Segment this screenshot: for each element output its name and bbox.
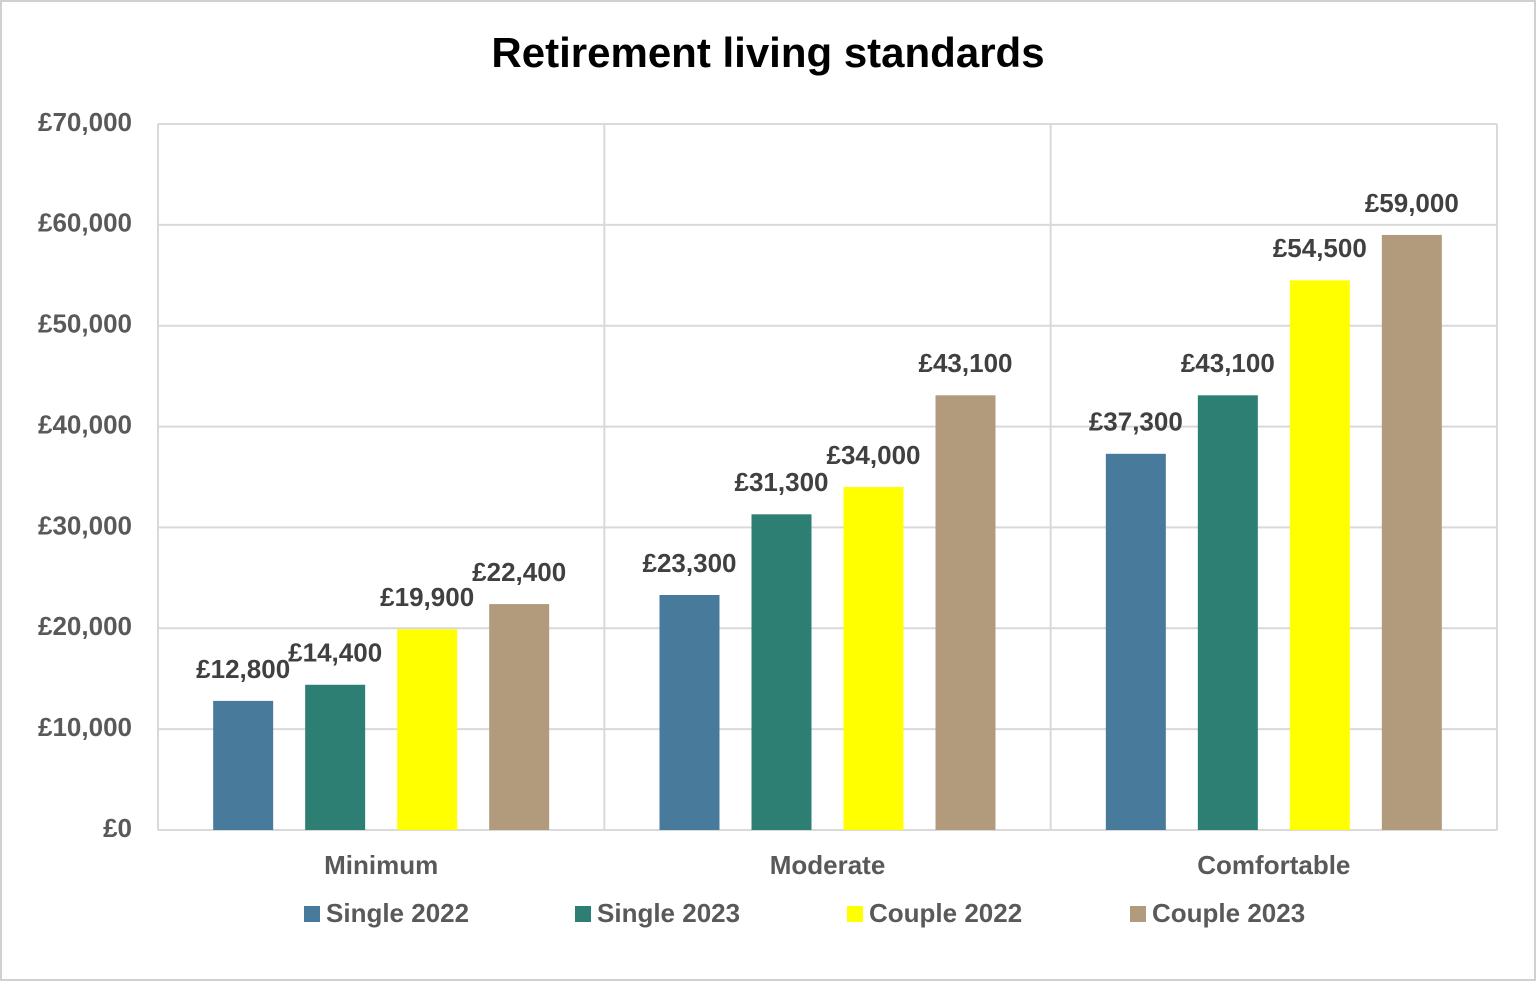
bar — [213, 700, 274, 830]
y-tick-label: £30,000 — [38, 510, 132, 540]
value-label: £14,400 — [288, 638, 382, 668]
value-label: £59,000 — [1365, 188, 1459, 218]
y-tick-label: £40,000 — [38, 409, 132, 439]
legend-label: Couple 2023 — [1152, 898, 1305, 928]
legend-swatch — [575, 906, 591, 922]
value-label: £19,900 — [380, 582, 474, 612]
x-tick-label: Moderate — [770, 850, 886, 880]
y-tick-label: £0 — [103, 813, 132, 843]
value-label: £43,100 — [1181, 348, 1275, 378]
y-tick-label: £20,000 — [38, 611, 132, 641]
bar — [843, 487, 904, 830]
bar — [1381, 234, 1442, 830]
value-label: £34,000 — [827, 440, 921, 470]
value-label: £22,400 — [472, 557, 566, 587]
y-tick-label: £10,000 — [38, 712, 132, 742]
bar — [935, 395, 996, 830]
value-label: £43,100 — [919, 348, 1013, 378]
value-label: £54,500 — [1273, 233, 1367, 263]
y-tick-label: £60,000 — [38, 208, 132, 238]
legend-label: Single 2022 — [326, 898, 469, 928]
bar — [659, 595, 720, 830]
x-tick-label: Comfortable — [1197, 850, 1350, 880]
bar — [1105, 453, 1166, 830]
bar — [1289, 280, 1350, 830]
legend-swatch — [304, 906, 320, 922]
y-tick-label: £70,000 — [38, 107, 132, 137]
bar — [1197, 395, 1258, 830]
legend-label: Couple 2022 — [869, 898, 1022, 928]
legend-label: Single 2023 — [597, 898, 740, 928]
bar — [305, 684, 366, 830]
value-label: £12,800 — [196, 654, 290, 684]
legend-swatch — [1130, 906, 1146, 922]
y-tick-label: £50,000 — [38, 309, 132, 339]
legend-swatch — [847, 906, 863, 922]
x-tick-label: Minimum — [324, 850, 438, 880]
bar — [489, 604, 550, 830]
value-label: £37,300 — [1089, 407, 1183, 437]
value-label: £31,300 — [735, 467, 829, 497]
value-label: £23,300 — [643, 548, 737, 578]
chart-title: Retirement living standards — [491, 29, 1044, 76]
bar — [397, 629, 458, 830]
bar — [751, 514, 812, 830]
